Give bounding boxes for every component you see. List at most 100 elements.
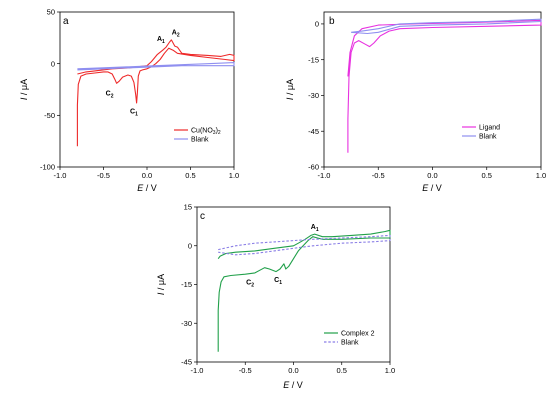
x-tick-label: 1.0 — [536, 171, 546, 180]
peak-label-main: A — [172, 30, 177, 37]
x-tick-label: 1.0 — [229, 171, 239, 180]
x-tick-label: 0.5 — [337, 366, 347, 375]
peak-label-sub: 2 — [177, 33, 180, 39]
y-tick-label: -60 — [308, 163, 319, 172]
peak-label-main: C — [274, 277, 279, 284]
peak-label: A2 — [172, 30, 180, 39]
y-tick-label: -30 — [181, 319, 192, 328]
x-tick-label: -0.5 — [239, 366, 252, 375]
y-tick-label: -15 — [308, 55, 319, 64]
y-tick-label: 50 — [47, 8, 55, 17]
x-axis-sep: / — [428, 183, 436, 193]
series-line-0 — [76, 39, 235, 147]
peak-label: C2 — [106, 91, 114, 100]
y-axis-label: I / μA — [19, 79, 29, 100]
y-tick-label: -15 — [181, 280, 192, 289]
legend-entry-0: Complex 2 — [341, 331, 375, 338]
y-tick-label: -45 — [308, 127, 319, 136]
legend-sub: 2 — [218, 130, 221, 136]
x-axis-unit: V — [151, 183, 157, 193]
plot-frame — [196, 206, 391, 363]
y-axis-var: I — [156, 292, 166, 295]
x-axis-var: E — [283, 380, 290, 390]
y-axis-label: I / μA — [156, 274, 166, 295]
peak-label-main: C — [106, 91, 111, 98]
x-axis-sep: / — [289, 380, 297, 390]
series-line-0 — [347, 19, 542, 153]
legend-entry-1: Blank — [479, 134, 497, 141]
plot-frame — [59, 11, 235, 168]
series-line-1 — [351, 18, 542, 35]
x-axis-label: E / V — [283, 380, 303, 390]
panel-b: b -1.0 -0.5 0.0 0.5 1.0 -60 -45 -30 -15 0 Ligand B… — [285, 11, 546, 193]
x-tick-label: 1.0 — [385, 366, 395, 375]
y-axis-var: I — [19, 97, 29, 100]
x-axis-unit: V — [436, 183, 442, 193]
y-tick-label: 0 — [315, 20, 319, 29]
y-axis-unit: μA — [156, 274, 166, 285]
y-axis-label: I / μA — [285, 79, 295, 100]
x-tick-label: 0.5 — [185, 171, 195, 180]
peak-label-main: C — [246, 280, 251, 287]
legend-text: Cu(NO — [191, 128, 213, 135]
x-tick-label: 0.0 — [427, 171, 437, 180]
legend-sub: 3 — [213, 130, 216, 136]
legend-entry-1: Blank — [341, 340, 359, 347]
peak-label-sub: 1 — [316, 227, 319, 233]
peak-label-sub: 1 — [162, 39, 165, 45]
x-tick-label: -1.0 — [191, 366, 204, 375]
y-tick-label: -50 — [44, 111, 55, 120]
peak-label: C1 — [274, 277, 282, 286]
x-axis-sep: / — [143, 183, 151, 193]
x-tick-label: 0.0 — [288, 366, 298, 375]
peak-label-sub: 1 — [279, 280, 282, 286]
y-axis-var: I — [285, 97, 295, 100]
peak-label-sub: 1 — [135, 111, 138, 117]
x-tick-label: -1.0 — [318, 171, 331, 180]
y-tick-label: 0 — [51, 59, 55, 68]
x-tick-label: -0.5 — [97, 171, 110, 180]
y-tick-label: 0 — [188, 241, 192, 250]
y-axis-unit: μA — [285, 79, 295, 90]
x-axis-label: E / V — [422, 183, 442, 193]
x-axis-var: E — [137, 183, 144, 193]
panel-label: a — [63, 16, 69, 27]
peak-label: A1 — [157, 36, 165, 45]
peak-label: C1 — [130, 108, 138, 117]
legend-entry-0: Ligand — [479, 125, 500, 132]
y-axis-sep: / — [285, 90, 295, 98]
panel-label: b — [329, 16, 335, 27]
series-line-1 — [77, 62, 235, 71]
x-tick-label: 0.0 — [142, 171, 152, 180]
y-axis-sep: / — [19, 90, 29, 98]
x-axis-var: E — [422, 183, 429, 193]
y-tick-label: -30 — [308, 91, 319, 100]
legend-entry-0: Cu(NO3)2 — [191, 128, 221, 137]
panel-label: c — [200, 211, 205, 222]
peak-label-main: A — [157, 36, 162, 43]
series-line-0 — [217, 229, 391, 352]
series-line-1 — [218, 234, 391, 256]
peak-label-sub: 2 — [111, 94, 114, 100]
x-tick-label: -1.0 — [54, 171, 67, 180]
y-axis-sep: / — [156, 285, 166, 293]
y-tick-label: -45 — [181, 358, 192, 367]
peak-label: C2 — [246, 280, 254, 289]
x-axis-unit: V — [297, 380, 303, 390]
y-tick-label: -100 — [40, 163, 55, 172]
peak-label-main: C — [130, 108, 135, 115]
x-tick-label: 0.5 — [482, 171, 492, 180]
y-tick-label: 15 — [184, 203, 192, 212]
plot-frame — [323, 11, 542, 168]
peak-label: A1 — [311, 224, 319, 233]
peak-label-main: A — [311, 224, 316, 231]
legend-text: ) — [216, 128, 218, 135]
x-tick-label: -0.5 — [372, 171, 385, 180]
legend-entry-1: Blank — [191, 137, 209, 144]
y-axis-unit: μA — [19, 79, 29, 90]
peak-label-sub: 2 — [251, 283, 254, 289]
x-axis-label: E / V — [137, 183, 157, 193]
